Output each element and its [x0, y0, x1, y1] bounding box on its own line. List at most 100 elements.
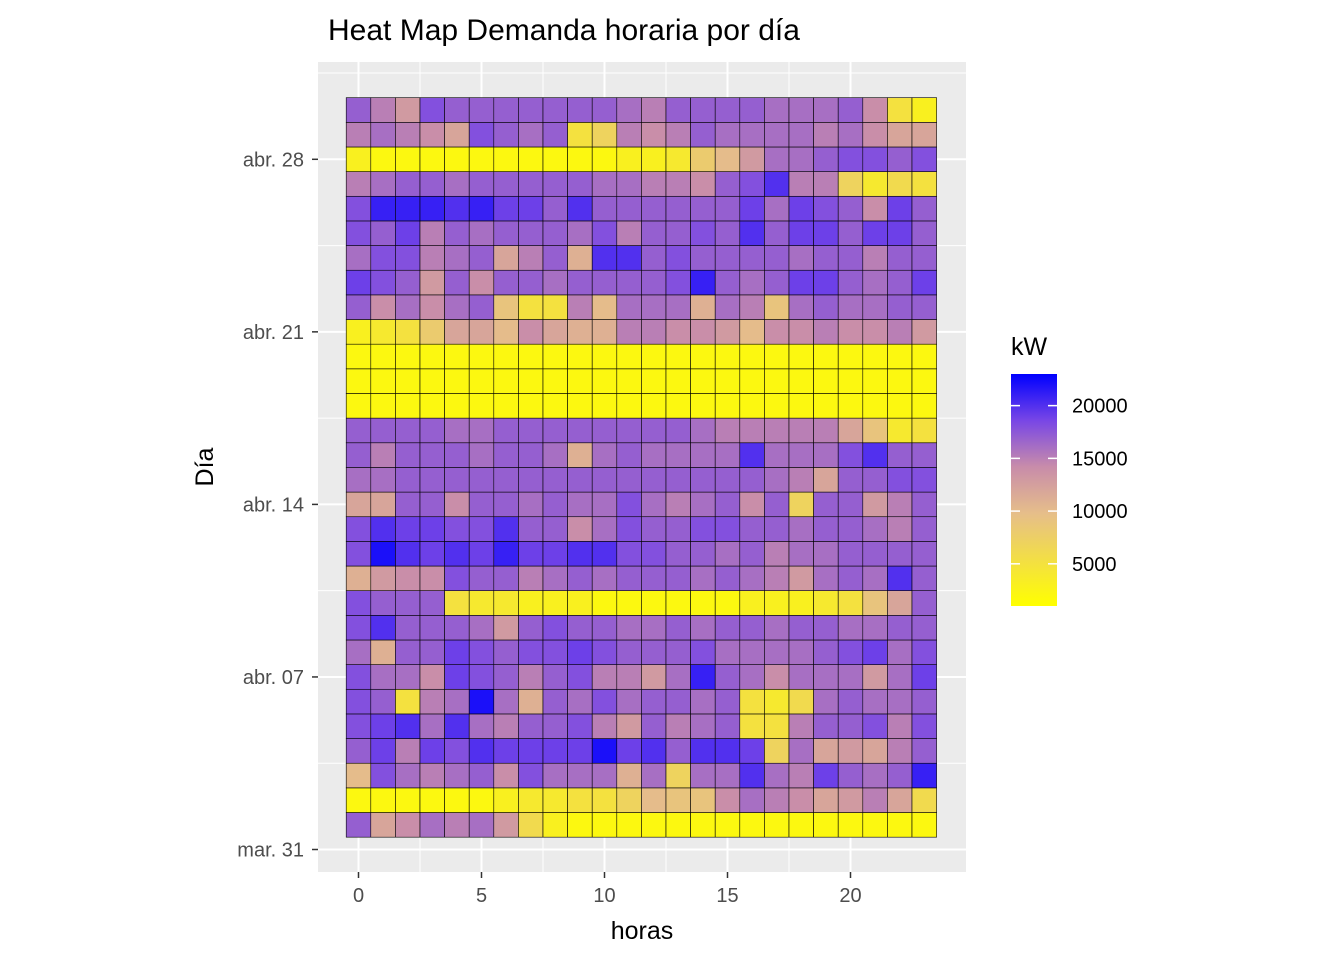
heatmap-tile	[911, 417, 937, 444]
heatmap-tile	[493, 417, 519, 444]
heatmap-tile	[542, 541, 568, 567]
heatmap-tile	[518, 393, 544, 419]
heatmap-tile	[739, 195, 765, 222]
heatmap-tile	[567, 319, 593, 345]
heatmap-tile	[493, 738, 519, 764]
heatmap-tile	[862, 122, 888, 148]
heatmap-tile	[468, 343, 495, 370]
heatmap-tile	[665, 417, 691, 444]
heatmap-tile	[837, 146, 864, 172]
heatmap-tile	[395, 97, 421, 123]
heatmap-tile	[444, 122, 470, 148]
heatmap-tile	[641, 812, 667, 838]
heatmap-tile	[493, 171, 519, 197]
heatmap-tile	[444, 245, 470, 271]
heatmap-tile	[690, 171, 716, 197]
heatmap-tile	[591, 688, 618, 715]
heatmap-tile	[542, 590, 568, 616]
heatmap-tile	[567, 565, 593, 591]
heatmap-tile	[862, 220, 888, 246]
heatmap-tile	[468, 146, 495, 172]
heatmap-tile	[468, 516, 495, 542]
heatmap-tile	[370, 269, 396, 296]
heatmap-tile	[690, 294, 716, 320]
heatmap-tile	[690, 812, 716, 838]
heatmap-tile	[665, 146, 691, 172]
heatmap-tile	[591, 442, 618, 468]
heatmap-tile	[862, 442, 888, 468]
heatmap-tile	[690, 343, 716, 370]
heatmap-tile	[518, 541, 544, 567]
heatmap-tile	[395, 195, 421, 222]
heatmap-tile	[862, 762, 888, 789]
heatmap-tile	[641, 664, 667, 690]
heatmap-tile	[468, 639, 495, 665]
heatmap-tile	[419, 762, 445, 789]
heatmap-tile	[370, 442, 396, 468]
heatmap-tile	[887, 343, 913, 370]
heatmap-tile	[764, 467, 790, 493]
heatmap-tile	[542, 738, 568, 764]
heatmap-tile	[911, 122, 937, 148]
heatmap-tile	[739, 146, 765, 172]
heatmap-tile	[567, 812, 593, 838]
heatmap-tile	[567, 122, 593, 148]
heatmap-tile	[616, 195, 642, 222]
heatmap-tile	[444, 812, 470, 838]
heatmap-tile	[911, 368, 937, 394]
heatmap-tile	[690, 541, 716, 567]
heatmap-tile	[542, 122, 568, 148]
heatmap-tile	[788, 615, 814, 641]
heatmap-tile	[468, 565, 495, 591]
heatmap-tile	[591, 122, 618, 148]
heatmap-tile	[837, 368, 864, 394]
heatmap-tile	[616, 122, 642, 148]
heatmap-tile	[567, 294, 593, 320]
heatmap-tile	[542, 343, 568, 370]
heatmap-tile	[739, 319, 765, 345]
heatmap-tile	[862, 812, 888, 838]
y-tick-label: abr. 07	[243, 667, 304, 689]
heatmap-tile	[591, 590, 618, 616]
heatmap-tile	[641, 319, 667, 345]
heatmap-tile	[739, 220, 765, 246]
heatmap-tile	[641, 220, 667, 246]
heatmap-tile	[714, 343, 741, 370]
heatmap-tile	[788, 590, 814, 616]
heatmap-tile	[567, 195, 593, 222]
x-tick-label: 20	[839, 885, 861, 907]
heatmap-tile	[690, 688, 716, 715]
heatmap-tile	[714, 467, 741, 493]
heatmap-tile	[665, 688, 691, 715]
heatmap-tile	[788, 220, 814, 246]
heatmap-tile	[345, 343, 372, 370]
heatmap-tile	[444, 269, 470, 296]
heatmap-tile	[444, 738, 470, 764]
heatmap-tile	[468, 171, 495, 197]
heatmap-tile	[788, 146, 814, 172]
heatmap-tile	[567, 615, 593, 641]
heatmap-tile	[493, 664, 519, 690]
heatmap-tile	[764, 245, 790, 271]
heatmap-tile	[813, 393, 839, 419]
heatmap-tile	[739, 738, 765, 764]
heatmap-tile	[887, 639, 913, 665]
heatmap-tile	[616, 417, 642, 444]
heatmap-tile	[493, 812, 519, 838]
y-tick-label: abr. 28	[243, 149, 304, 171]
heatmap-tile	[813, 171, 839, 197]
heatmap-tile	[591, 787, 618, 813]
heatmap-tile	[468, 245, 495, 271]
heatmap-tile	[739, 688, 765, 715]
heatmap-tile	[739, 269, 765, 296]
heatmap-tile	[714, 269, 741, 296]
heatmap-tile	[468, 491, 495, 518]
heatmap-tile	[395, 294, 421, 320]
heatmap-tile	[518, 467, 544, 493]
heatmap-tile	[542, 713, 568, 739]
heatmap-tile	[444, 195, 470, 222]
heatmap-tile	[813, 146, 839, 172]
heatmap-tile	[493, 195, 519, 222]
heatmap-tile	[542, 220, 568, 246]
heatmap-tile	[518, 615, 544, 641]
